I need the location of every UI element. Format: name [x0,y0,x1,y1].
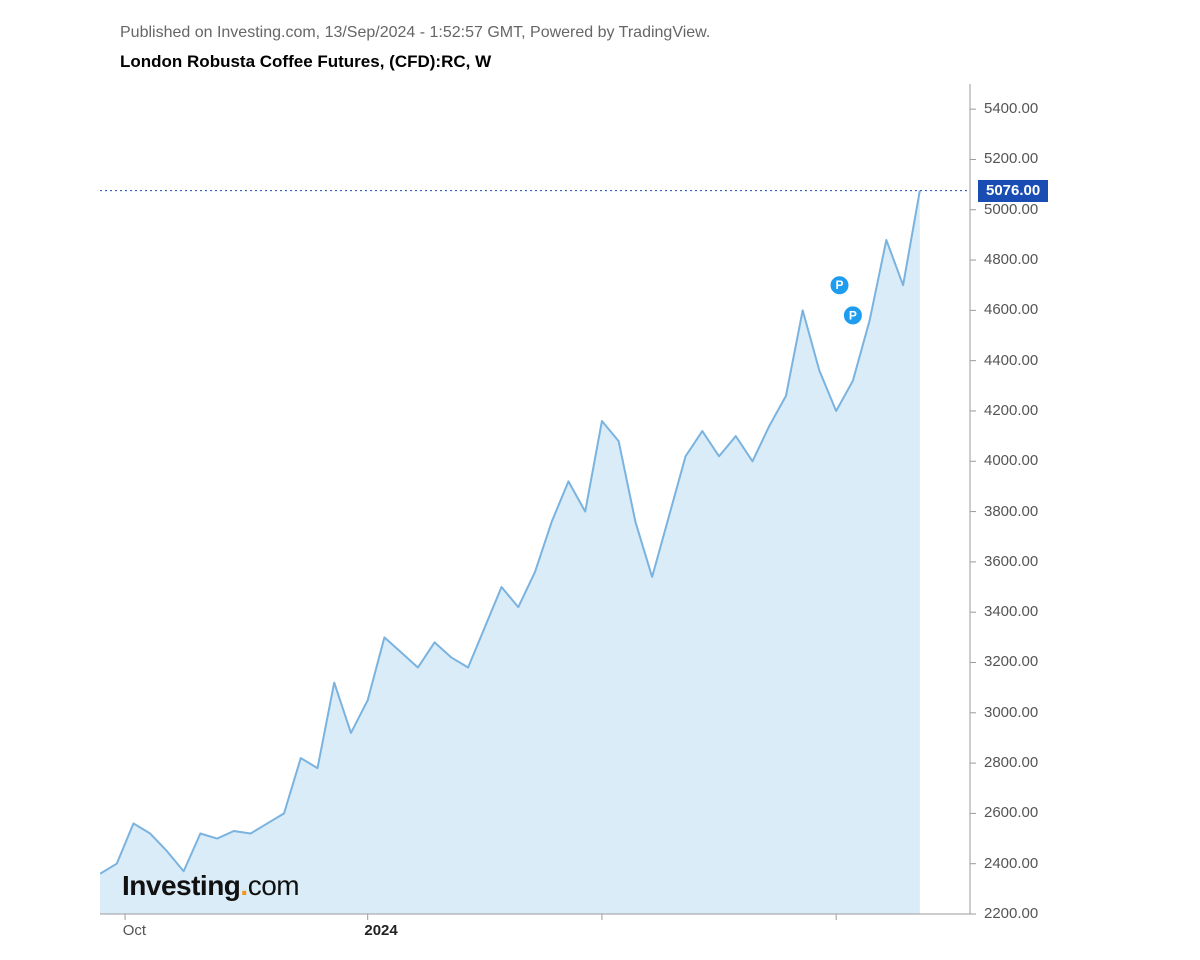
y-tick-label: 5200.00 [984,150,1038,167]
watermark-dot: . [240,870,247,901]
investing-watermark: Investing.com [122,870,299,902]
x-tick-label: 2024 [364,922,397,939]
y-tick-label: 3200.00 [984,653,1038,670]
current-price-badge: 5076.00 [978,180,1048,202]
y-tick-label: 2600.00 [984,804,1038,821]
chart-title: London Robusta Coffee Futures, (CFD):RC,… [120,52,491,72]
y-tick-label: 4800.00 [984,251,1038,268]
y-tick-label: 2200.00 [984,905,1038,922]
chart-svg: PP [100,84,982,924]
y-tick-label: 3800.00 [984,503,1038,520]
y-tick-label: 2400.00 [984,855,1038,872]
svg-text:P: P [835,278,843,292]
y-tick-label: 5000.00 [984,201,1038,218]
price-chart[interactable]: PP 2200.002400.002600.002800.003000.0032… [100,84,1078,954]
y-tick-label: 3000.00 [984,704,1038,721]
y-tick-label: 3600.00 [984,553,1038,570]
watermark-main: Investing [122,870,240,901]
y-tick-label: 5400.00 [984,100,1038,117]
y-tick-label: 4400.00 [984,352,1038,369]
y-tick-label: 4200.00 [984,402,1038,419]
y-tick-label: 2800.00 [984,754,1038,771]
watermark-domain: com [248,870,299,901]
y-tick-label: 4000.00 [984,452,1038,469]
y-tick-label: 4600.00 [984,301,1038,318]
publish-line: Published on Investing.com, 13/Sep/2024 … [120,24,710,42]
svg-text:P: P [849,308,857,322]
x-tick-label: Oct [123,922,146,939]
y-tick-label: 3400.00 [984,603,1038,620]
